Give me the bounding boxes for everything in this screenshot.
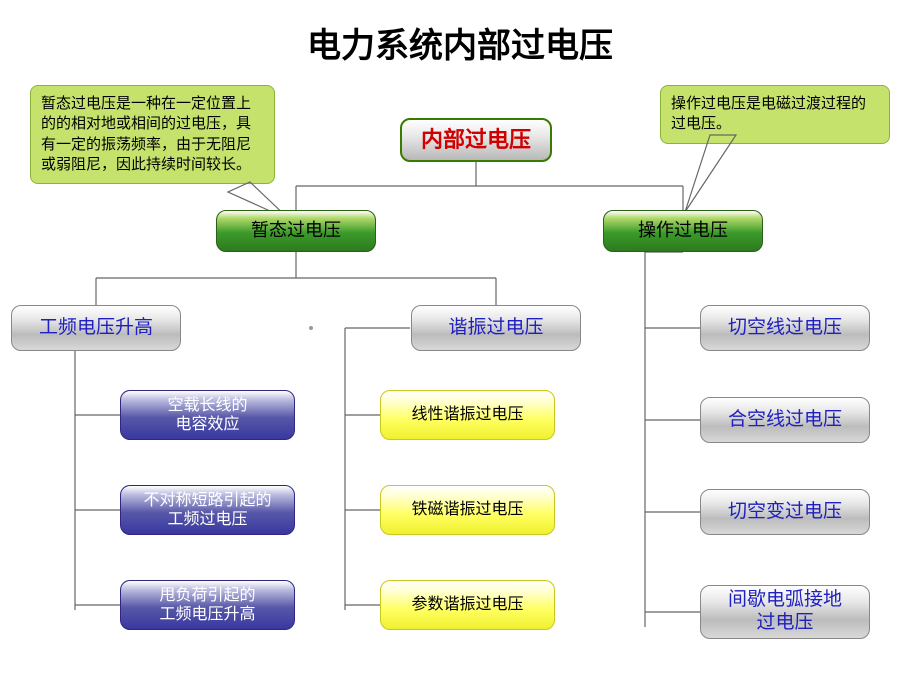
node-sw-d: 间歇电弧接地过电压	[700, 585, 870, 639]
node-res-a: 线性谐振过电压	[380, 390, 555, 440]
callout-transient: 暂态过电压是一种在一定位置上的的相对地或相间的过电压，具有一定的振荡频率，由于无…	[30, 85, 275, 184]
node-resonance: 谐振过电压	[411, 305, 581, 351]
node-root: 内部过电压	[400, 118, 552, 162]
page-title: 电力系统内部过电压	[0, 18, 920, 67]
node-pf-b: 不对称短路引起的工频过电压	[120, 485, 295, 535]
callout-switching: 操作过电压是电磁过渡过程的过电压。	[660, 85, 890, 144]
node-sw-a: 切空线过电压	[700, 305, 870, 351]
node-power-freq: 工频电压升高	[11, 305, 181, 351]
node-pf-c: 甩负荷引起的工频电压升高	[120, 580, 295, 630]
node-switching: 操作过电压	[603, 210, 763, 252]
node-res-b: 铁磁谐振过电压	[380, 485, 555, 535]
node-pf-a: 空载长线的电容效应	[120, 390, 295, 440]
watermark-dot	[309, 326, 313, 330]
node-res-c: 参数谐振过电压	[380, 580, 555, 630]
node-transient: 暂态过电压	[216, 210, 376, 252]
node-sw-b: 合空线过电压	[700, 397, 870, 443]
node-sw-c: 切空变过电压	[700, 489, 870, 535]
